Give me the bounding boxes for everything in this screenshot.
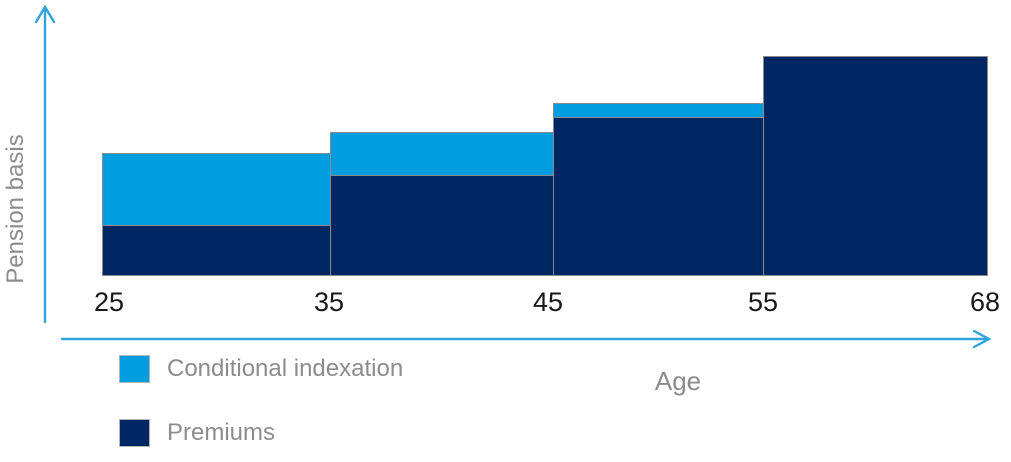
bar-45-55-conditional-indexation	[553, 103, 764, 118]
x-tick-25: 25	[93, 287, 125, 317]
legend-item-premiums: Premiums	[119, 419, 275, 447]
premiums-swatch	[119, 419, 150, 447]
conditional-indexation-swatch	[119, 355, 150, 383]
bar-25-35-premiums	[102, 225, 331, 276]
legend-item-conditional-indexation: Conditional indexation	[119, 355, 403, 383]
bar-35-45-conditional-indexation	[330, 132, 554, 176]
y-axis-title: Pension basis	[2, 134, 29, 284]
legend-label: Premiums	[167, 419, 276, 446]
bar-55-68-premiums	[763, 56, 988, 276]
x-tick-55: 55	[747, 287, 779, 317]
bar-35-45-premiums	[330, 175, 554, 276]
x-tick-45: 45	[532, 287, 564, 317]
bar-25-35-conditional-indexation	[102, 153, 331, 226]
x-axis-arrow	[60, 329, 992, 349]
bar-45-55-premiums	[553, 117, 764, 276]
y-axis-arrow	[34, 4, 56, 324]
x-tick-35: 35	[313, 287, 345, 317]
legend-label: Conditional indexation	[167, 355, 404, 382]
x-axis-title: Age	[654, 366, 702, 396]
x-tick-68: 68	[969, 287, 1001, 317]
